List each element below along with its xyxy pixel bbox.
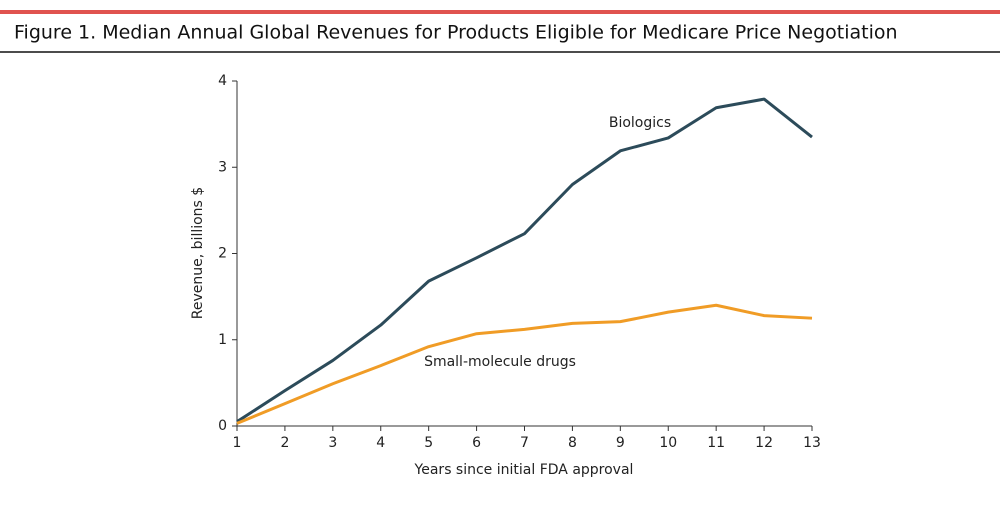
x-tick-label: 4 (376, 435, 385, 451)
x-tick-label: 13 (803, 435, 821, 451)
x-tick-label: 6 (472, 435, 481, 451)
y-tick-label: 1 (218, 332, 227, 348)
y-axis-label: Revenue, billions $ (190, 187, 206, 319)
x-tick-label: 5 (424, 435, 433, 451)
y-tick-label: 2 (218, 246, 227, 262)
x-tick-label: 10 (659, 435, 677, 451)
x-tick-label: 7 (520, 435, 529, 451)
y-tick-label: 4 (218, 73, 227, 89)
series-label: Biologics (609, 115, 671, 131)
series-line (236, 97, 813, 423)
x-tick-label: 2 (280, 435, 289, 451)
series-label: Small-molecule drugs (424, 354, 576, 370)
chart-title: Figure 1. Median Annual Global Revenues … (14, 22, 898, 44)
x-tick-label: 12 (755, 435, 773, 451)
x-tick-label: 11 (707, 435, 725, 451)
y-tick-label: 3 (218, 159, 227, 175)
x-tick-label: 9 (616, 435, 625, 451)
x-tick-label: 3 (328, 435, 337, 451)
x-tick-label: 8 (568, 435, 577, 451)
y-tick-label: 0 (218, 418, 227, 434)
x-axis-label: Years since initial FDA approval (414, 462, 634, 478)
series-line (236, 303, 813, 425)
accent-bar (0, 10, 1000, 14)
x-tick-label: 1 (233, 435, 242, 451)
